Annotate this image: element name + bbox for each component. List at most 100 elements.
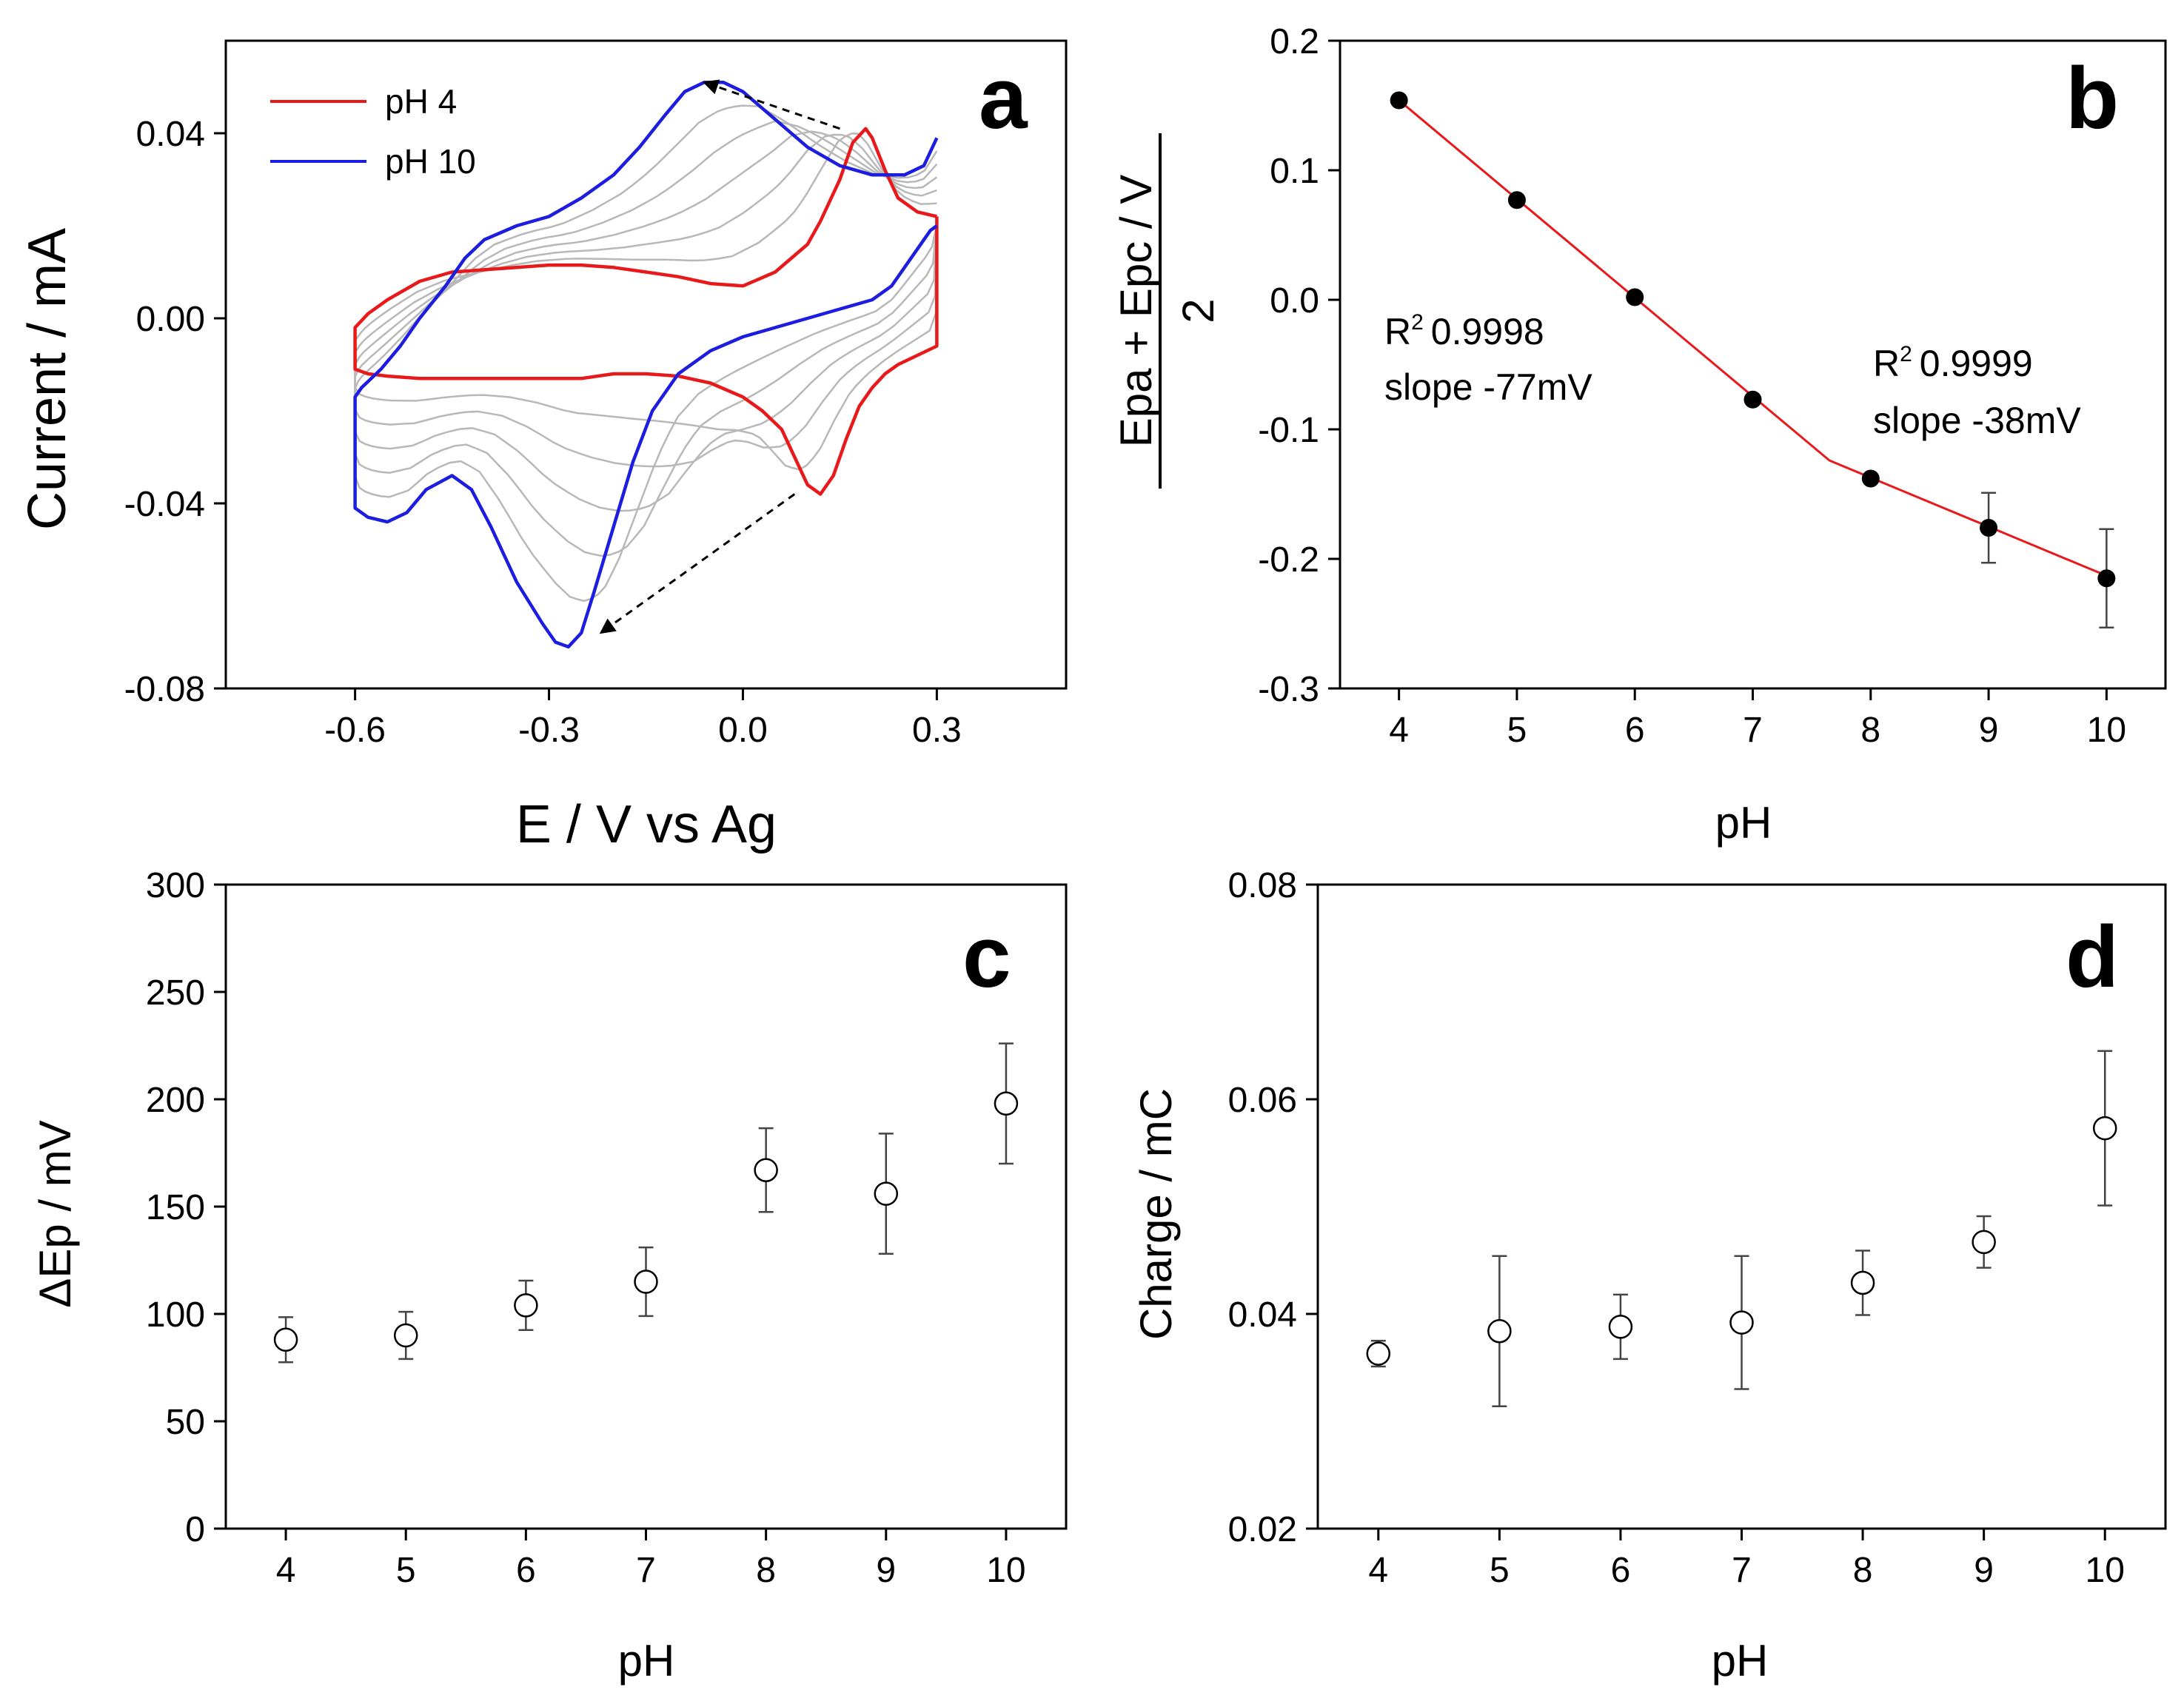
- panel-c-letter: c: [962, 908, 1011, 1006]
- panel-b-xtick-label: 9: [1979, 711, 1999, 750]
- panel-a-arrows: [599, 79, 840, 634]
- panel-d-xtick-label: 9: [1974, 1551, 1994, 1590]
- panel-c-xtick-label: 5: [396, 1551, 416, 1590]
- panel-b-ytick-label: 0.1: [1270, 152, 1319, 191]
- panel-a-ytick-label: 0.00: [136, 300, 205, 339]
- cathodic-shift-arrow: [599, 493, 796, 634]
- panel-a-background-cycles: [354, 104, 938, 603]
- panel-a-letter: a: [979, 50, 1028, 147]
- panel-d-xlabel: pH: [1712, 1636, 1769, 1686]
- panel-b-ylabel-denominator: 2: [1173, 298, 1223, 323]
- panel-c-ylabel: ΔEp / mV: [30, 1120, 80, 1307]
- panel-c-xtick-label: 8: [756, 1551, 776, 1590]
- data-point: [1729, 1310, 1754, 1335]
- panel-a: -0.6 -0.3 0.0 0.3 -0.08 -0.04 0.00 0.04 pH 4 pH…: [18, 39, 1068, 854]
- data-point: [1850, 1270, 1875, 1295]
- intermediate-ph-curve: [354, 130, 938, 512]
- panel-a-legend: pH 4 pH 10: [270, 82, 476, 181]
- panel-a-xtick-label: 0.3: [912, 711, 962, 750]
- panel-d-ytick-label: 0.06: [1228, 1081, 1297, 1120]
- panel-c-xtick-label: 6: [516, 1551, 536, 1590]
- panel-b-xtick-label: 6: [1625, 711, 1645, 750]
- data-point: [273, 1327, 298, 1352]
- data-point: [1366, 1341, 1391, 1366]
- panel-b-ytick-label: 0.0: [1270, 281, 1319, 321]
- panel-b-ytick-label: -0.3: [1258, 670, 1319, 709]
- data-point: [874, 1181, 899, 1206]
- data-point: [514, 1293, 538, 1318]
- data-point: [754, 1158, 778, 1182]
- panel-c-ytick-label: 100: [146, 1295, 205, 1335]
- legend-label-ph4: pH 4: [385, 82, 457, 121]
- panel-c-ytick-label: 0: [185, 1510, 205, 1549]
- panel-d: 4 5 6 7 8 9 10 0.02 0.04 0.06 0.08 d pH Charge / m…: [1131, 866, 2167, 1686]
- panel-b-xtick-label: 7: [1743, 711, 1763, 750]
- anodic-shift-arrow: [703, 79, 840, 130]
- panel-a-ytick-label: -0.04: [124, 485, 205, 524]
- panel-d-xtick-label: 7: [1732, 1551, 1752, 1590]
- panel-b-slope-1: slope -77mV: [1384, 366, 1592, 408]
- panel-c-xtick-label: 4: [276, 1551, 296, 1590]
- panel-d-axes: 4 5 6 7 8 9 10 0.02 0.04 0.06 0.08: [1228, 866, 2167, 1590]
- intermediate-ph-curve: [354, 104, 938, 603]
- panel-b-fit-line: [1398, 99, 2107, 577]
- data-point: [1972, 1230, 1996, 1255]
- panel-b-ytick-label: -0.2: [1258, 540, 1319, 580]
- panel-c-ytick-label: 150: [146, 1188, 205, 1227]
- data-point: [1390, 91, 1408, 110]
- panel-b-ylabel-numerator: Epa + Epc / V: [1111, 175, 1161, 448]
- panel-a-xtick-label: 0.0: [718, 711, 768, 750]
- series-ph4-curve: [353, 127, 939, 496]
- panel-a-xlabel: E / V vs Ag: [516, 795, 777, 854]
- data-point: [2097, 569, 2116, 588]
- panel-c-ytick-label: 300: [146, 866, 205, 905]
- panel-b-points: [1390, 91, 2116, 628]
- panel-a-xtick-label: -0.6: [324, 711, 386, 750]
- legend-label-ph10: pH 10: [385, 142, 476, 181]
- panel-a-axes: -0.6 -0.3 0.0 0.3 -0.08 -0.04 0.00 0.04: [124, 39, 1068, 750]
- intermediate-ph-curve: [354, 133, 938, 468]
- panel-c-plot-frame: [224, 883, 1068, 1530]
- panel-d-xtick-label: 5: [1490, 1551, 1510, 1590]
- data-point: [1861, 469, 1880, 488]
- panel-b-slope-2: slope -38mV: [1873, 400, 2081, 441]
- panel-d-xtick-label: 8: [1853, 1551, 1873, 1590]
- panel-b-annotation-2: R2 0.9999: [1873, 342, 2033, 384]
- panel-b-letter: b: [2066, 50, 2119, 147]
- panel-a-ytick-label: -0.08: [124, 670, 205, 709]
- linear-fit-line: [1398, 99, 2107, 577]
- panel-c-ytick-label: 200: [146, 1081, 205, 1120]
- data-point: [1487, 1318, 1512, 1344]
- data-point: [1626, 288, 1644, 306]
- panel-c-ytick-label: 250: [146, 973, 205, 1013]
- panel-b-xtick-label: 4: [1389, 711, 1409, 750]
- panel-b-ytick-label: 0.2: [1270, 22, 1319, 61]
- data-point: [2092, 1116, 2117, 1141]
- panel-d-points: [1366, 1050, 2117, 1407]
- panel-c-xtick-label: 7: [636, 1551, 656, 1590]
- panel-d-letter: d: [2066, 908, 2119, 1006]
- panel-b: 4 5 6 7 8 9 10 -0.3 -0.2 -0.1 0.0 0.1 0.2 b R2 0.9998…: [1111, 22, 2167, 848]
- panel-b-ytick-label: -0.1: [1258, 411, 1319, 450]
- panel-b-xtick-label: 10: [2087, 711, 2126, 750]
- panel-b-plot-frame: [1339, 39, 2167, 690]
- panel-d-ylabel: Charge / mC: [1131, 1088, 1181, 1340]
- panel-d-xtick-label: 4: [1368, 1551, 1388, 1590]
- panel-b-annotation-1: R2 0.9998: [1384, 310, 1544, 352]
- panel-a-ytick-label: 0.04: [136, 115, 205, 154]
- intermediate-ph-curve: [354, 132, 938, 471]
- panel-d-plot-frame: [1316, 883, 2167, 1530]
- data-point: [994, 1091, 1019, 1116]
- panel-b-ylabel: Epa + Epc / V 2: [1111, 133, 1223, 489]
- panel-d-ytick-label: 0.08: [1228, 866, 1297, 905]
- panel-a-plot-frame: [224, 39, 1068, 690]
- panel-d-ytick-label: 0.02: [1228, 1510, 1297, 1549]
- data-point: [1743, 390, 1762, 409]
- data-point: [393, 1323, 418, 1348]
- data-point: [634, 1270, 658, 1294]
- data-point: [1608, 1315, 1633, 1339]
- data-point: [1980, 519, 1998, 537]
